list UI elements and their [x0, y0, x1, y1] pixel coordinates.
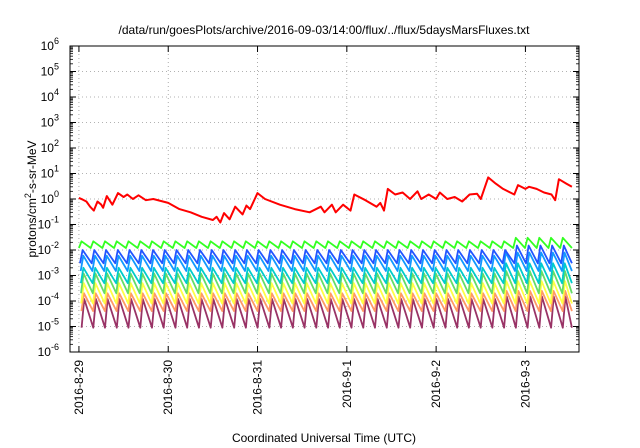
series-line: [80, 290, 573, 312]
y-tick-label: 101: [41, 164, 59, 181]
x-tick-label: 2016-8-30: [161, 360, 175, 415]
y-tick-label: 104: [41, 87, 59, 104]
series-line: [80, 280, 573, 305]
y-tick-label: 10-5: [38, 317, 59, 334]
series-line: [78, 236, 573, 249]
series-layer: [78, 176, 573, 329]
series-line: [80, 270, 573, 295]
series-line-red: [78, 176, 573, 224]
x-tick-label: 2016-9-3: [518, 360, 532, 408]
x-tick-label: 2016-9-1: [340, 360, 354, 408]
y-tick-label: 10-4: [38, 291, 59, 308]
y-tick-label: 103: [41, 113, 59, 130]
x-tick-label: 2016-9-2: [429, 360, 443, 408]
y-tick-label: 102: [41, 138, 59, 155]
x-tick-labels: 2016-8-29 2016-8-30 2016-8-31 2016-9-1 2016-…: [72, 360, 532, 415]
y-tick-label: 10-6: [38, 342, 59, 359]
series-line: [79, 244, 573, 265]
y-tick-labels: 10-6 10-5 10-4 10-3 10-2 10-1 100 101 102 103 104 1…: [38, 36, 59, 359]
x-tick-label: 2016-8-29: [72, 360, 86, 415]
series-line: [80, 262, 573, 285]
y-tick-label: 10-3: [38, 266, 59, 283]
x-axis-label: Coordinated Universal Time (UTC): [232, 431, 416, 445]
series-line: [80, 295, 573, 329]
chart-title: /data/run/goesPlots/archive/2016-09-03/1…: [119, 23, 531, 37]
y-tick-label: 10-1: [38, 215, 59, 232]
y-tick-label: 100: [41, 189, 59, 206]
y-tick-label: 106: [41, 36, 59, 53]
y-axis-label: protons/cm2-s-sr-MeV: [23, 140, 39, 257]
y-tick-label: 105: [41, 62, 59, 79]
series-line: [79, 251, 573, 272]
x-tick-label: 2016-8-31: [251, 360, 265, 415]
y-tick-label: 10-2: [38, 240, 59, 257]
tick-marks: [70, 45, 579, 353]
